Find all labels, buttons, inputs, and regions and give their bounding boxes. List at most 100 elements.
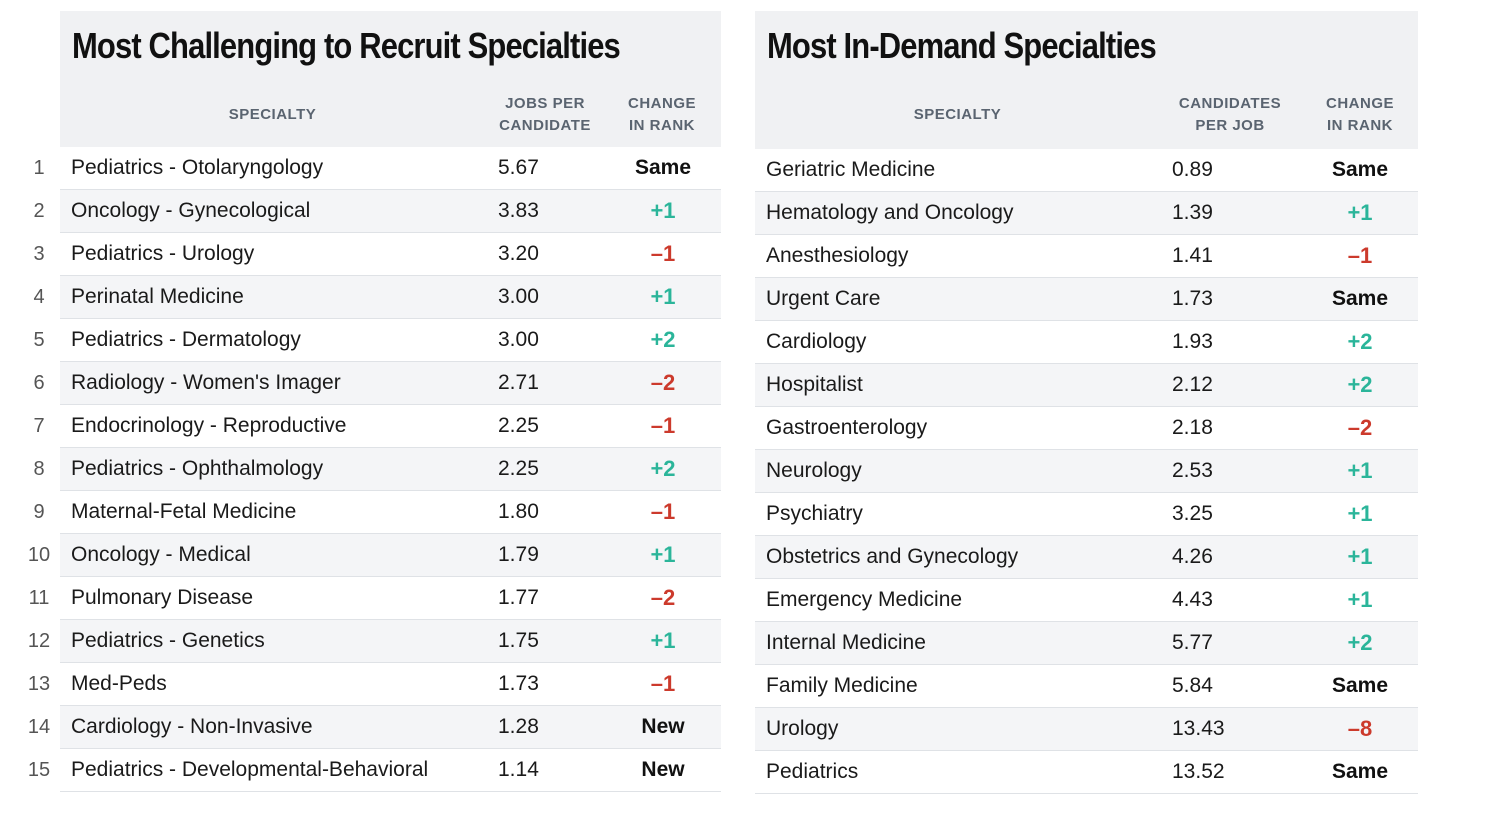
rank-number: 1: [33, 157, 45, 179]
rank-number: 15: [27, 759, 51, 781]
table-row: Urgent Care 1.73 Same: [755, 278, 1418, 321]
table-title: Most In-Demand Specialties: [767, 25, 1157, 66]
specialty-cell: Hospitalist: [766, 373, 863, 396]
table-row: Endocrinology - Reproductive 2.25 –1: [60, 405, 721, 448]
change-in-rank-cell: +2: [1347, 372, 1373, 397]
value-cell: 1.73: [1172, 287, 1213, 310]
change-in-rank-cell: New: [641, 758, 685, 781]
change-in-rank-cell: New: [641, 715, 685, 738]
table-row: Urology 13.43 –8: [755, 708, 1418, 751]
rank-number: 13: [27, 673, 51, 695]
table-row: Pediatrics 13.52 Same: [755, 751, 1418, 794]
value-cell: 13.52: [1172, 760, 1225, 783]
rank-number: 5: [33, 329, 45, 351]
table-row: Neurology 2.53 +1: [755, 450, 1418, 493]
value-cell: 13.43: [1172, 717, 1225, 740]
value-cell: 3.20: [498, 242, 539, 265]
value-cell: 2.71: [498, 371, 539, 394]
jobs-per-candidate-column-header: JOBS PER CANDIDATE: [485, 93, 605, 137]
specialty-cell: Gastroenterology: [766, 416, 928, 439]
value-cell: 5.84: [1172, 674, 1213, 697]
table-row: Med-Peds 1.73 –1: [60, 663, 721, 706]
rank-number: 8: [33, 458, 45, 480]
table-row: Pediatrics - Developmental-Behavioral 1.1…: [60, 749, 721, 792]
change-in-rank-column-header: CHANGE IN RANK: [1300, 93, 1420, 137]
value-cell: 3.00: [498, 328, 539, 351]
change-in-rank-cell: +1: [650, 284, 676, 309]
specialty-cell: Urgent Care: [766, 287, 881, 310]
change-in-rank-cell: Same: [1331, 287, 1389, 310]
header-line: PER JOB: [1195, 117, 1265, 134]
rank-number: 7: [33, 415, 45, 437]
change-in-rank-cell: +1: [1347, 587, 1373, 612]
value-cell: 2.53: [1172, 459, 1213, 482]
specialty-cell: Cardiology: [766, 330, 867, 353]
table-row: Hematology and Oncology 1.39 +1: [755, 192, 1418, 235]
header-line: CHANGE: [1325, 95, 1394, 112]
table-row: Maternal-Fetal Medicine 1.80 –1: [60, 491, 721, 534]
change-in-rank-cell: Same: [1331, 760, 1389, 783]
specialty-cell: Pediatrics - Urology: [71, 242, 255, 265]
change-in-rank-cell: –2: [650, 370, 676, 395]
table-row: Internal Medicine 5.77 +2: [755, 622, 1418, 665]
candidates-per-job-column-header: CANDIDATES PER JOB: [1170, 93, 1290, 137]
specialty-cell: Pediatrics - Genetics: [71, 629, 265, 652]
table-row: Perinatal Medicine 3.00 +1: [60, 276, 721, 319]
change-in-rank-cell: +2: [650, 327, 676, 352]
change-in-rank-cell: +1: [650, 628, 676, 653]
table-header: Most Challenging to Recruit Specialties …: [60, 11, 721, 147]
change-in-rank-cell: +2: [1347, 329, 1373, 354]
rank-number: 11: [28, 587, 50, 609]
value-cell: 2.18: [1172, 416, 1213, 439]
table-row: Pediatrics - Dermatology 3.00 +2: [60, 319, 721, 362]
table-row: Pediatrics - Otolaryngology 5.67 Same: [60, 147, 721, 190]
specialty-cell: Pediatrics: [766, 760, 859, 783]
specialty-cell: Pediatrics - Dermatology: [71, 328, 301, 351]
header-line: JOBS PER: [505, 95, 585, 112]
table-row: Oncology - Medical 1.79 +1: [60, 534, 721, 577]
value-cell: 3.83: [498, 199, 539, 222]
change-in-rank-cell: Same: [1331, 674, 1389, 697]
table-title: Most Challenging to Recruit Specialties: [72, 25, 621, 66]
value-cell: 2.12: [1172, 373, 1213, 396]
specialty-cell: Radiology - Women's Imager: [71, 371, 341, 394]
change-in-rank-cell: –2: [650, 585, 676, 610]
value-cell: 4.43: [1172, 588, 1213, 611]
specialty-column-header: SPECIALTY: [228, 106, 317, 123]
value-cell: 1.93: [1172, 330, 1213, 353]
specialty-cell: Urology: [766, 717, 839, 740]
value-cell: 1.39: [1172, 201, 1213, 224]
specialty-cell: Family Medicine: [766, 674, 918, 697]
table-header: Most In-Demand Specialties SPECIALTY CAN…: [755, 11, 1418, 149]
header-line: CANDIDATE: [499, 117, 591, 134]
specialty-cell: Oncology - Medical: [71, 543, 251, 566]
change-in-rank-cell: Same: [634, 156, 692, 179]
change-in-rank-cell: +2: [650, 456, 676, 481]
value-cell: 2.25: [498, 457, 539, 480]
change-in-rank-cell: –1: [650, 413, 676, 438]
specialty-cell: Hematology and Oncology: [766, 201, 1014, 224]
change-in-rank-cell: –1: [650, 671, 676, 696]
value-cell: 1.14: [498, 758, 539, 781]
table-row: Obstetrics and Gynecology 4.26 +1: [755, 536, 1418, 579]
table-body: Pediatrics - Otolaryngology 5.67 Same Oncol…: [60, 147, 721, 792]
specialty-cell: Cardiology - Non-Invasive: [71, 715, 313, 738]
header-line: CHANGE: [627, 95, 696, 112]
rank-number: 9: [33, 501, 45, 523]
specialty-cell: Maternal-Fetal Medicine: [71, 500, 297, 523]
change-in-rank-cell: +1: [1347, 458, 1373, 483]
value-cell: 2.25: [498, 414, 539, 437]
table-row: Cardiology - Non-Invasive 1.28 New: [60, 706, 721, 749]
table-row: Oncology - Gynecological 3.83 +1: [60, 190, 721, 233]
change-in-rank-cell: +1: [1347, 544, 1373, 569]
change-in-rank-cell: Same: [1331, 158, 1389, 181]
value-cell: 3.25: [1172, 502, 1213, 525]
value-cell: 4.26: [1172, 545, 1213, 568]
value-cell: 0.89: [1172, 158, 1213, 181]
change-in-rank-cell: –8: [1347, 716, 1373, 741]
specialty-cell: Pediatrics - Ophthalmology: [71, 457, 324, 480]
challenging-to-recruit-table: Most Challenging to Recruit Specialties …: [60, 11, 721, 792]
table-row: Pediatrics - Genetics 1.75 +1: [60, 620, 721, 663]
change-in-rank-cell: –2: [1347, 415, 1373, 440]
change-in-rank-cell: +2: [1347, 630, 1373, 655]
